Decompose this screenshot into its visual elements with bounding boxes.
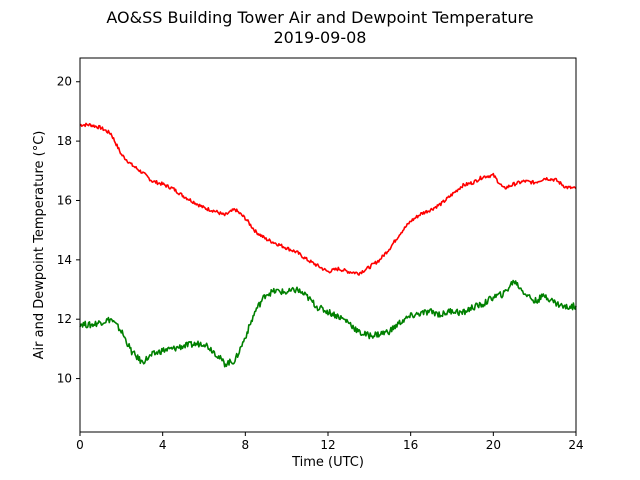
plot-area xyxy=(79,57,577,433)
y-tick-label: 12 xyxy=(57,312,72,326)
x-tick-label: 8 xyxy=(242,438,250,452)
x-tick-label: 24 xyxy=(568,438,583,452)
y-tick-label: 20 xyxy=(57,75,72,89)
series-line-1 xyxy=(79,279,577,368)
y-tick-label: 18 xyxy=(57,134,72,148)
x-axis-label: Time (UTC) xyxy=(291,455,364,470)
x-tick-label: 12 xyxy=(320,438,335,452)
y-axis-label: Air and Dewpoint Temperature (°C) xyxy=(32,131,47,360)
series-line-0 xyxy=(79,122,577,276)
chart-title: AO&SS Building Tower Air and Dewpoint Te… xyxy=(106,8,534,27)
x-tick-label: 0 xyxy=(76,438,84,452)
y-tick-label: 14 xyxy=(57,253,72,267)
y-tick-label: 16 xyxy=(57,193,72,207)
x-tick-label: 4 xyxy=(159,438,167,452)
x-tick-label: 16 xyxy=(403,438,418,452)
x-tick-label: 20 xyxy=(486,438,501,452)
chart-subtitle: 2019-09-08 xyxy=(273,28,367,47)
y-tick-label: 10 xyxy=(57,372,72,386)
